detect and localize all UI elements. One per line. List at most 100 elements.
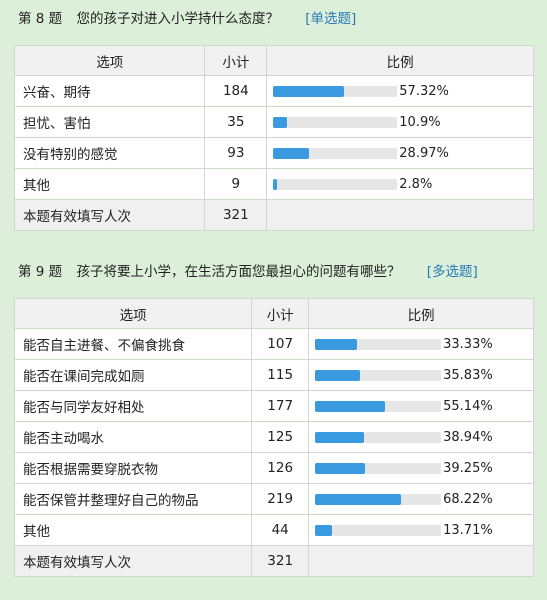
col-option-header: 选项 (13, 45, 206, 76)
progress-bar-fill (315, 400, 385, 412)
table-row: 能否在课间完成如厕 115 35.83% (13, 359, 534, 391)
table-row: 担忧、害怕 35 10.9% (13, 106, 534, 138)
option-label: 没有特别的感觉 (13, 137, 206, 169)
total-count: 321 (251, 545, 310, 577)
progress-bar-fill (315, 462, 365, 474)
option-label: 能否与同学友好相处 (13, 390, 253, 422)
total-ratio-empty (266, 199, 534, 231)
ratio-cell: 57.32% (266, 75, 534, 107)
col-count-header: 小计 (251, 298, 310, 329)
table-row: 能否与同学友好相处 177 55.14% (13, 390, 534, 422)
progress-bar-fill (315, 338, 358, 350)
total-label: 本题有效填写人次 (13, 199, 206, 231)
table-row: 能否根据需要穿脱衣物 126 39.25% (13, 452, 534, 484)
option-label: 能否主动喝水 (13, 421, 253, 453)
option-label: 能否根据需要穿脱衣物 (13, 452, 253, 484)
option-label: 其他 (13, 168, 206, 200)
progress-bar-track (315, 431, 442, 443)
ratio-cell: 2.8% (266, 168, 534, 200)
q8-number: 第 8 题 (18, 11, 63, 27)
ratio-cell: 33.33% (308, 328, 534, 360)
ratio-percent: 68.22% (443, 491, 493, 507)
q9-result-table: 选项 小计 比例 能否自主进餐、不偏食挑食 107 33.33% 能否在课间完成如厕 1… (13, 298, 534, 577)
ratio-cell: 28.97% (266, 137, 534, 169)
option-label: 担忧、害怕 (13, 106, 206, 138)
q9-header: 第 9 题 孩子将要上小学，在生活方面您最担心的问题有哪些？ [多选题] (18, 262, 478, 282)
ratio-cell: 38.94% (308, 421, 534, 453)
progress-bar-track (315, 369, 442, 381)
q9-title: 孩子将要上小学，在生活方面您最担心的问题有哪些？ (76, 264, 401, 280)
progress-bar-fill (273, 85, 345, 97)
q9-header-row: 选项 小计 比例 (13, 298, 534, 329)
q9-number: 第 9 题 (18, 264, 63, 280)
ratio-percent: 33.33% (443, 336, 493, 352)
table-row: 兴奋、期待 184 57.32% (13, 75, 534, 107)
table-row: 其他 44 13.71% (13, 514, 534, 546)
total-ratio-empty (308, 545, 534, 577)
progress-bar-track (273, 116, 398, 128)
option-label: 能否在课间完成如厕 (13, 359, 253, 391)
progress-bar-fill (273, 116, 287, 128)
ratio-percent: 55.14% (443, 398, 493, 414)
col-option-header: 选项 (13, 298, 253, 329)
table-row: 没有特别的感觉 93 28.97% (13, 137, 534, 169)
total-row: 本题有效填写人次 321 (13, 545, 534, 577)
ratio-percent: 28.97% (399, 145, 449, 161)
table-row: 能否主动喝水 125 38.94% (13, 421, 534, 453)
total-count: 321 (204, 199, 268, 231)
progress-bar-fill (315, 431, 365, 443)
option-count: 93 (204, 137, 268, 169)
ratio-percent: 57.32% (399, 83, 449, 99)
ratio-percent: 10.9% (399, 114, 441, 130)
ratio-cell: 10.9% (266, 106, 534, 138)
option-count: 177 (251, 390, 310, 422)
ratio-percent: 39.25% (443, 460, 493, 476)
progress-bar-track (315, 400, 442, 412)
progress-bar-fill (273, 147, 310, 159)
q8-result-table: 选项 小计 比例 兴奋、期待 184 57.32% 担忧、害怕 35 10.9% 没有特别的… (13, 45, 534, 231)
option-count: 9 (204, 168, 268, 200)
progress-bar-track (315, 462, 442, 474)
q8-type-link[interactable]: [单选题] (305, 11, 357, 27)
q8-title: 您的孩子对进入小学持什么态度？ (76, 11, 279, 27)
progress-bar-fill (315, 369, 361, 381)
progress-bar-fill (273, 178, 277, 190)
ratio-cell: 68.22% (308, 483, 534, 515)
ratio-percent: 2.8% (399, 176, 433, 192)
option-count: 44 (251, 514, 310, 546)
progress-bar-track (315, 493, 442, 505)
progress-bar-track (315, 338, 442, 350)
option-count: 115 (251, 359, 310, 391)
option-label: 能否保管并整理好自己的物品 (13, 483, 253, 515)
option-count: 219 (251, 483, 310, 515)
progress-bar-track (273, 147, 398, 159)
ratio-cell: 13.71% (308, 514, 534, 546)
total-label: 本题有效填写人次 (13, 545, 253, 577)
ratio-percent: 35.83% (443, 367, 493, 383)
table-row: 其他 9 2.8% (13, 168, 534, 200)
table-row: 能否自主进餐、不偏食挑食 107 33.33% (13, 328, 534, 360)
option-count: 126 (251, 452, 310, 484)
option-count: 184 (204, 75, 268, 107)
progress-bar-fill (315, 493, 402, 505)
progress-bar-track (315, 524, 442, 536)
col-ratio-header: 比例 (308, 298, 534, 329)
option-count: 35 (204, 106, 268, 138)
option-count: 107 (251, 328, 310, 360)
q9-type-link[interactable]: [多选题] (426, 264, 478, 280)
progress-bar-track (273, 178, 398, 190)
ratio-percent: 38.94% (443, 429, 493, 445)
option-count: 125 (251, 421, 310, 453)
total-row: 本题有效填写人次 321 (13, 199, 534, 231)
progress-bar-fill (315, 524, 333, 536)
q8-header: 第 8 题 您的孩子对进入小学持什么态度？ [单选题] (18, 9, 356, 29)
q8-header-row: 选项 小计 比例 (13, 45, 534, 76)
ratio-cell: 55.14% (308, 390, 534, 422)
option-label: 兴奋、期待 (13, 75, 206, 107)
table-row: 能否保管并整理好自己的物品 219 68.22% (13, 483, 534, 515)
ratio-cell: 39.25% (308, 452, 534, 484)
option-label: 其他 (13, 514, 253, 546)
progress-bar-track (273, 85, 398, 97)
col-ratio-header: 比例 (266, 45, 534, 76)
ratio-percent: 13.71% (443, 522, 493, 538)
